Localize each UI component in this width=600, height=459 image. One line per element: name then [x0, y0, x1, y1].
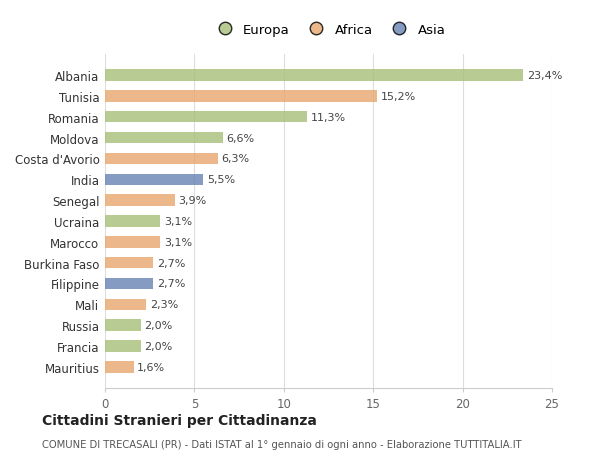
- Text: 6,6%: 6,6%: [227, 133, 255, 143]
- Bar: [105, 91, 377, 102]
- Bar: [105, 278, 153, 290]
- Text: 2,7%: 2,7%: [157, 279, 185, 289]
- Text: 2,0%: 2,0%: [145, 341, 173, 351]
- Bar: [105, 195, 175, 207]
- Text: 2,7%: 2,7%: [157, 258, 185, 268]
- Text: 3,1%: 3,1%: [164, 217, 192, 226]
- Text: 3,1%: 3,1%: [164, 237, 192, 247]
- Bar: [105, 341, 141, 352]
- Text: 1,6%: 1,6%: [137, 362, 166, 372]
- Bar: [105, 153, 218, 165]
- Bar: [105, 174, 203, 185]
- Bar: [105, 70, 523, 82]
- Text: 3,9%: 3,9%: [178, 196, 206, 206]
- Text: 5,5%: 5,5%: [207, 175, 235, 185]
- Text: COMUNE DI TRECASALI (PR) - Dati ISTAT al 1° gennaio di ogni anno - Elaborazione : COMUNE DI TRECASALI (PR) - Dati ISTAT al…: [42, 440, 521, 449]
- Legend: Europa, Africa, Asia: Europa, Africa, Asia: [206, 18, 451, 42]
- Text: 11,3%: 11,3%: [311, 112, 346, 123]
- Bar: [105, 133, 223, 144]
- Bar: [105, 216, 160, 227]
- Bar: [105, 112, 307, 123]
- Bar: [105, 361, 134, 373]
- Text: Cittadini Stranieri per Cittadinanza: Cittadini Stranieri per Cittadinanza: [42, 414, 317, 428]
- Bar: [105, 236, 160, 248]
- Bar: [105, 299, 146, 310]
- Bar: [105, 320, 141, 331]
- Text: 23,4%: 23,4%: [527, 71, 562, 81]
- Text: 15,2%: 15,2%: [380, 92, 416, 102]
- Text: 2,0%: 2,0%: [145, 320, 173, 330]
- Bar: [105, 257, 153, 269]
- Text: 6,3%: 6,3%: [221, 154, 250, 164]
- Text: 2,3%: 2,3%: [150, 300, 178, 310]
